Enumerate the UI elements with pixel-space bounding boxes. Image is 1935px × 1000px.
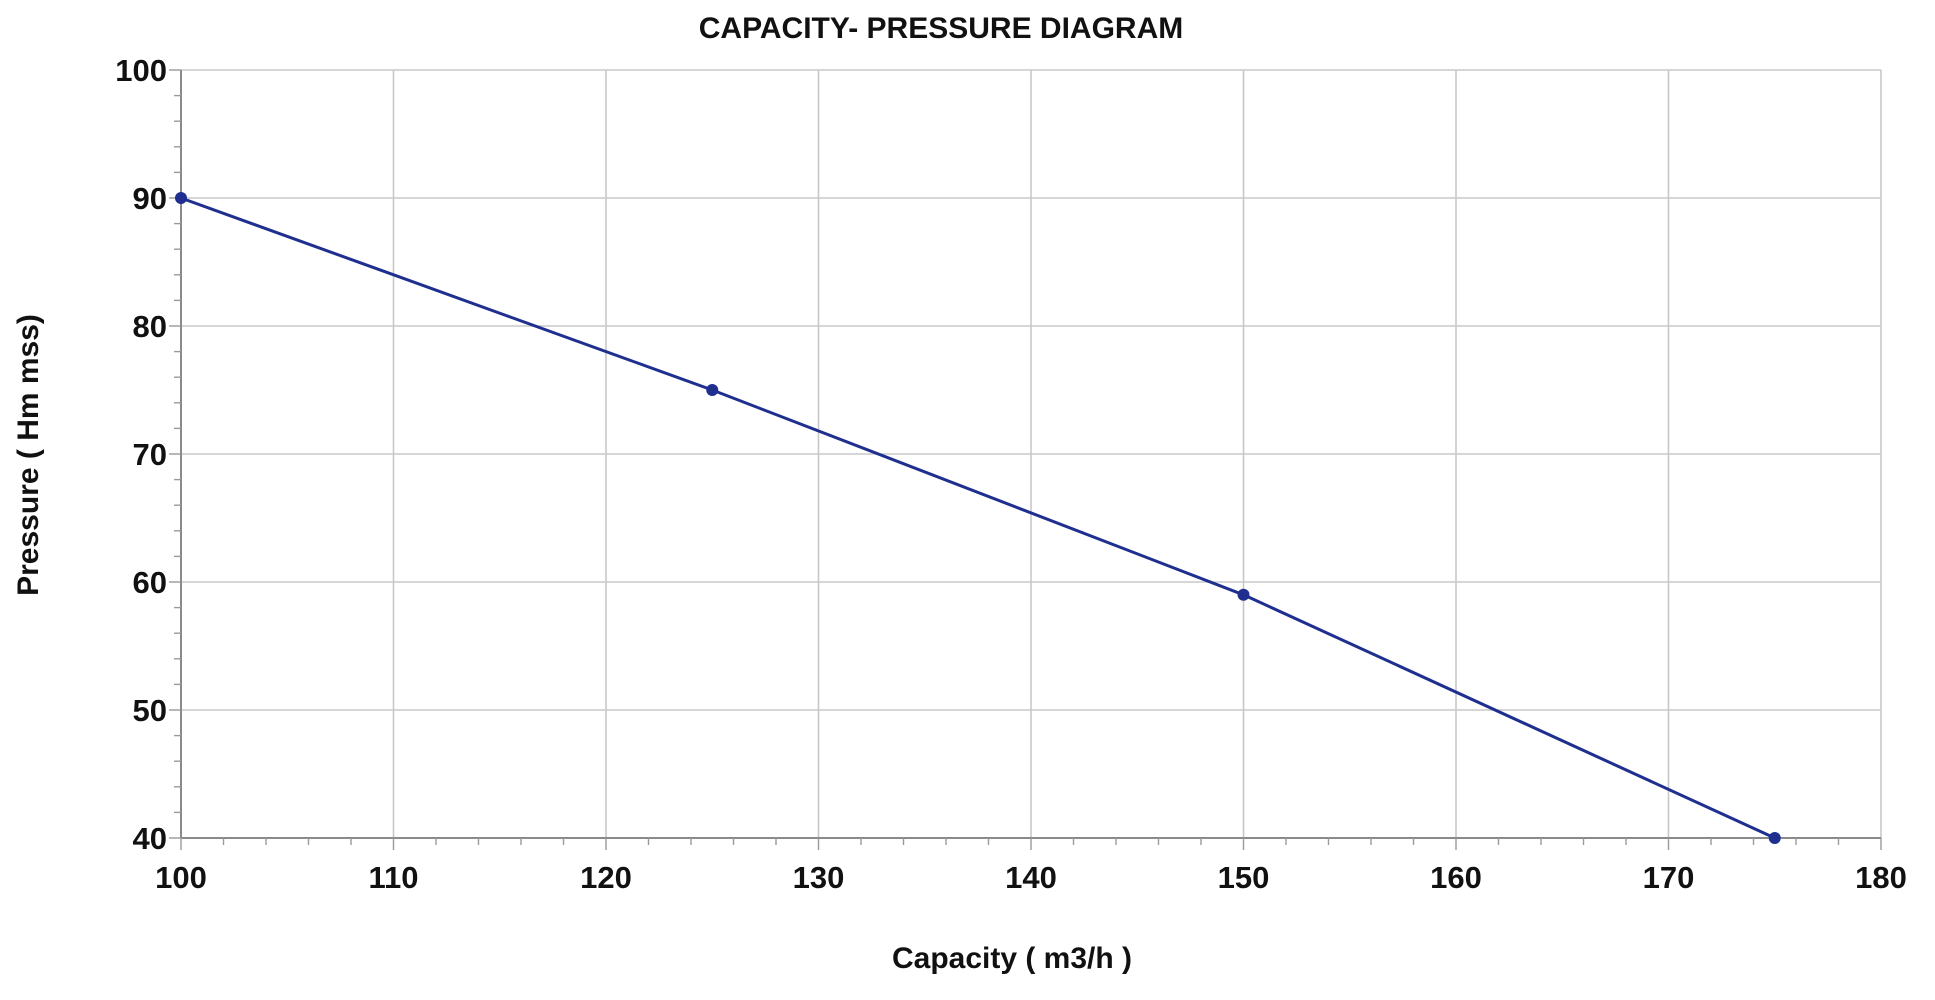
x-tick-label: 100 — [155, 860, 207, 895]
y-tick-label: 50 — [133, 693, 167, 728]
data-point[interactable] — [706, 384, 719, 396]
x-tick-label: 120 — [580, 860, 632, 895]
data-point[interactable] — [1768, 832, 1781, 844]
tick-labels: 100 110 120 130 140 150 160 170 180 40 50 60 70 80 90 1… — [115, 53, 1907, 895]
x-tick-label: 140 — [1005, 860, 1057, 895]
x-tick-label: 130 — [793, 860, 845, 895]
y-axis-title: Pressure ( Hm mss) — [12, 314, 45, 596]
y-tick-label: 80 — [133, 309, 167, 344]
series — [175, 192, 1781, 844]
x-tick-label: 150 — [1218, 860, 1270, 895]
data-point[interactable] — [1237, 588, 1250, 601]
data-point[interactable] — [175, 192, 187, 204]
x-axis-title: Capacity ( m3/h ) — [892, 942, 1132, 975]
y-tick-label: 90 — [133, 181, 167, 216]
chart-title: CAPACITY- PRESSURE DIAGRAM — [699, 12, 1183, 45]
x-tick-label: 110 — [368, 860, 418, 895]
y-tick-label: 60 — [133, 565, 167, 600]
series-line — [180, 196, 1776, 840]
y-tick-label: 40 — [133, 821, 167, 856]
y-tick-label: 70 — [133, 437, 167, 472]
axes — [169, 69, 1882, 850]
x-tick-label: 180 — [1855, 860, 1907, 895]
x-tick-label: 170 — [1643, 860, 1695, 895]
grid — [180, 69, 1882, 839]
y-tick-label: 100 — [115, 53, 167, 88]
x-tick-label: 160 — [1430, 860, 1482, 895]
